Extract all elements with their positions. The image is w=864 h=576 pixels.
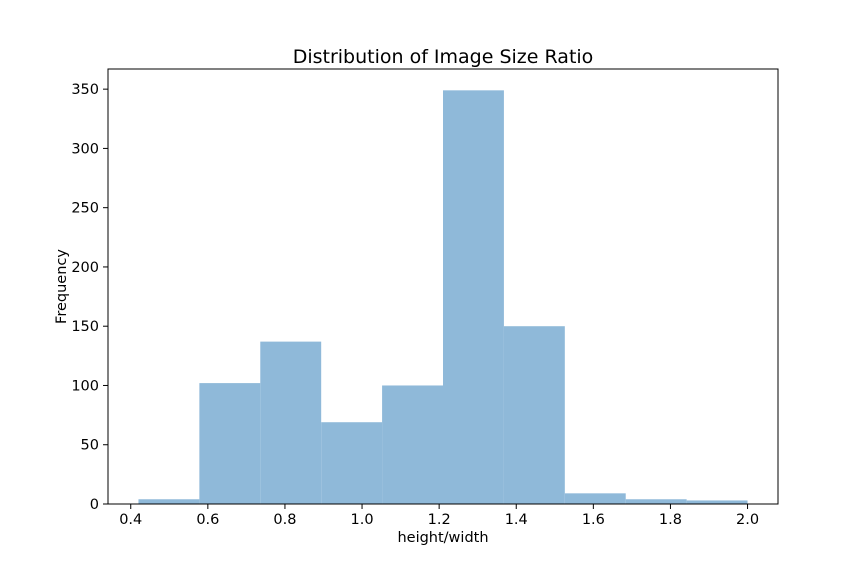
x-tick-label: 1.4 [505, 512, 528, 528]
plot-frame [107, 68, 779, 505]
y-tick-label: 50 [81, 438, 99, 454]
y-axis-ticks: 0 50 100 150 200 250 300 350 [71, 82, 108, 513]
x-tick-label: 1.0 [351, 512, 374, 528]
histogram-bar [321, 422, 383, 504]
chart-title: Distribution of Image Size Ratio [293, 46, 594, 68]
y-tick-label: 200 [71, 260, 99, 276]
y-axis-label: Frequency [54, 249, 70, 324]
x-tick-label: 1.6 [582, 512, 605, 528]
y-tick-label: 250 [71, 201, 99, 217]
histogram-bar [199, 383, 261, 504]
x-tick-label: 0.6 [196, 512, 219, 528]
bars-layer [138, 90, 748, 505]
x-axis-ticks: 0.4 0.6 0.8 1.0 1.2 1.4 1.6 1.8 2.0 [119, 504, 759, 528]
x-tick-label: 1.2 [428, 512, 451, 528]
histogram-bar [138, 499, 200, 504]
histogram-bar [686, 500, 748, 504]
x-tick-label: 1.8 [659, 512, 682, 528]
histogram-bar [260, 341, 322, 504]
y-tick-label: 100 [71, 378, 99, 394]
y-tick-label: 300 [71, 141, 99, 157]
x-axis-label: height/width [397, 530, 488, 546]
histogram-bar [503, 326, 565, 504]
y-tick-label: 0 [90, 497, 99, 513]
histogram-bar [564, 493, 626, 504]
x-tick-label: 0.4 [119, 512, 142, 528]
histogram-bar [625, 499, 687, 504]
x-tick-label: 2.0 [736, 512, 759, 528]
histogram-bar [382, 385, 443, 504]
y-tick-label: 150 [71, 319, 99, 335]
y-tick-label: 350 [71, 82, 99, 98]
histogram-bar [443, 90, 504, 505]
x-tick-label: 0.8 [273, 512, 296, 528]
